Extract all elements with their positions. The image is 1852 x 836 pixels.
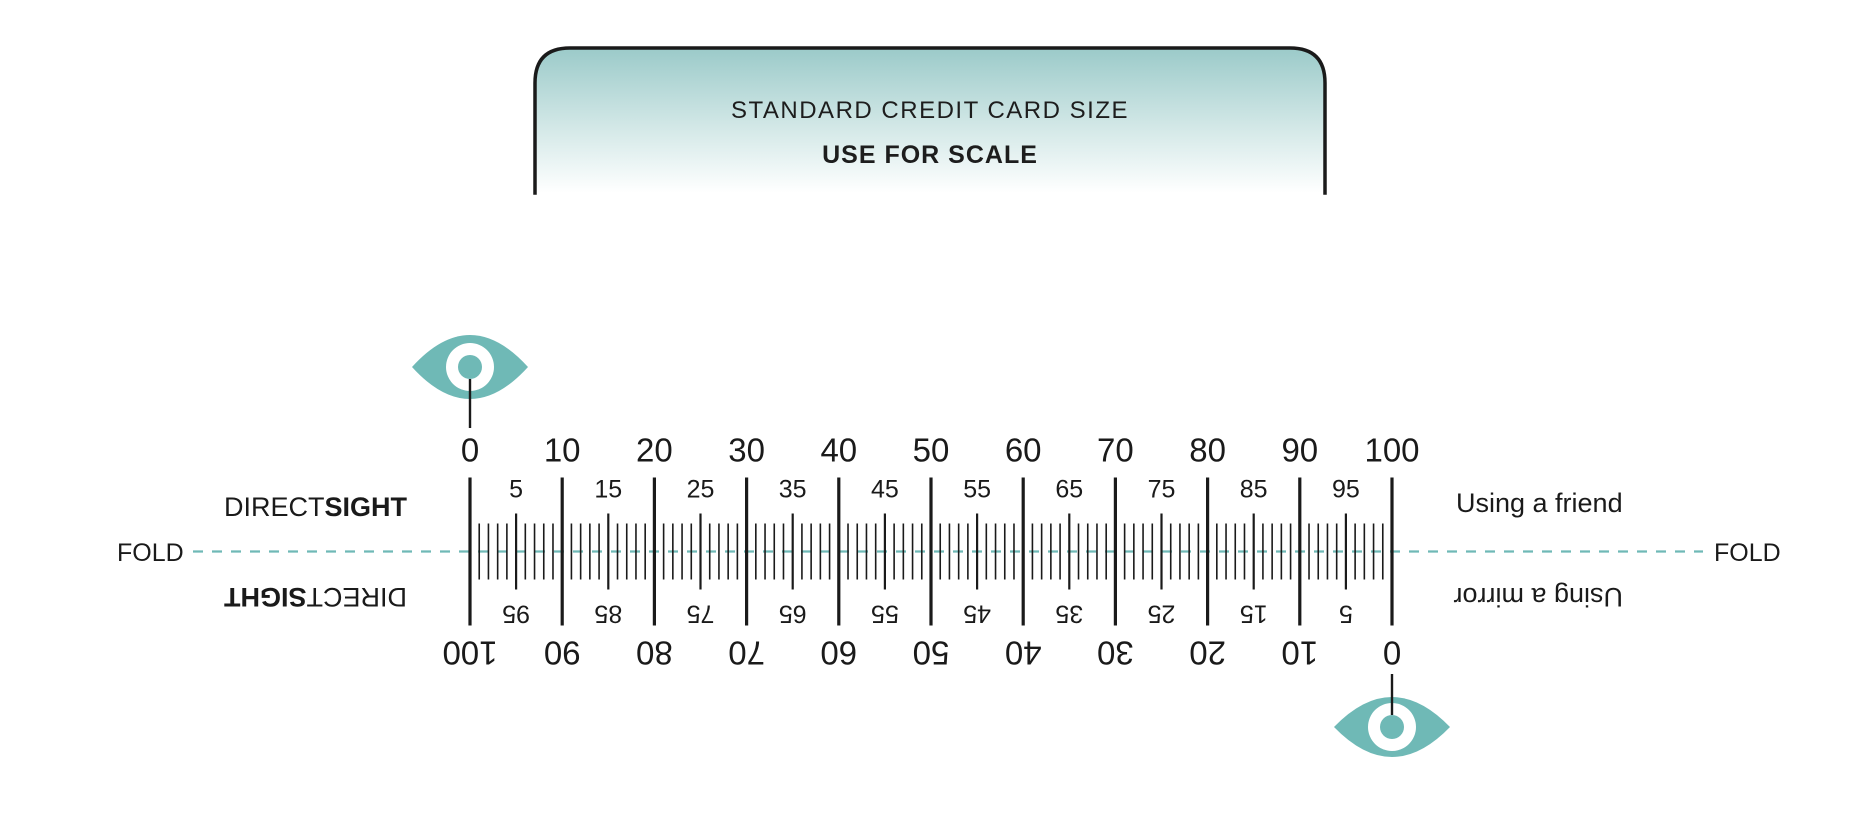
svg-text:65: 65 [1055,476,1083,504]
svg-text:55: 55 [871,600,899,628]
svg-text:100: 100 [442,635,497,672]
svg-text:FOLD: FOLD [1714,539,1781,567]
svg-text:60: 60 [1005,432,1042,469]
svg-text:5: 5 [1339,600,1353,628]
svg-text:25: 25 [1148,600,1176,628]
svg-text:60: 60 [820,635,857,672]
svg-text:10: 10 [544,432,581,469]
svg-text:90: 90 [544,635,581,672]
svg-text:35: 35 [1055,600,1083,628]
svg-text:65: 65 [779,600,807,628]
svg-text:80: 80 [636,635,673,672]
svg-text:10: 10 [1281,635,1318,672]
svg-text:45: 45 [963,600,991,628]
svg-text:100: 100 [1364,432,1419,469]
svg-text:20: 20 [636,432,673,469]
svg-text:DIRECTSIGHT: DIRECTSIGHT [224,492,408,522]
svg-text:Using a friend: Using a friend [1456,488,1623,518]
svg-text:50: 50 [913,432,950,469]
svg-text:Using a mirror: Using a mirror [1453,582,1623,612]
svg-text:0: 0 [461,432,479,469]
svg-text:75: 75 [1148,476,1176,504]
svg-text:FOLD: FOLD [117,539,184,567]
svg-text:70: 70 [728,635,765,672]
svg-text:95: 95 [1332,476,1360,504]
svg-text:85: 85 [1240,476,1268,504]
svg-text:25: 25 [687,476,715,504]
svg-text:15: 15 [594,476,622,504]
svg-text:40: 40 [820,432,857,469]
svg-text:0: 0 [1383,635,1401,672]
svg-text:40: 40 [1005,635,1042,672]
svg-text:95: 95 [502,600,530,628]
svg-text:90: 90 [1281,432,1318,469]
svg-text:45: 45 [871,476,899,504]
svg-text:50: 50 [913,635,950,672]
svg-text:80: 80 [1189,432,1226,469]
svg-text:55: 55 [963,476,991,504]
svg-text:DIRECTSIGHT: DIRECTSIGHT [223,582,407,612]
svg-text:75: 75 [687,600,715,628]
svg-text:35: 35 [779,476,807,504]
svg-text:30: 30 [728,432,765,469]
svg-text:30: 30 [1097,635,1134,672]
svg-text:5: 5 [509,476,523,504]
svg-text:85: 85 [594,600,622,628]
svg-text:20: 20 [1189,635,1226,672]
svg-text:15: 15 [1240,600,1268,628]
svg-text:70: 70 [1097,432,1134,469]
